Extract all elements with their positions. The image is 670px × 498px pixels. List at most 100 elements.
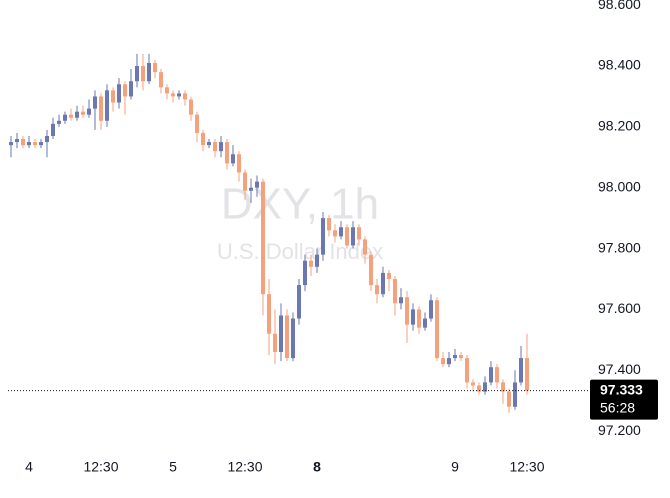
x-tick-label: 12:30 [83,459,118,475]
candle-body [255,181,259,188]
candle-body [225,142,229,164]
candle-body [423,318,427,328]
candle-body [63,114,67,121]
candle-body [189,99,193,115]
candle-body [285,315,289,359]
x-tick-label: 12:30 [227,459,262,475]
candle-body [321,218,325,255]
candle-body [399,297,403,304]
x-tick-label: 9 [451,459,459,475]
x-tick-label: 8 [313,459,321,475]
candle-body [195,114,199,133]
price-box [590,379,658,420]
candle-body [183,93,187,100]
candle-body [525,358,529,391]
candle-body [15,139,19,143]
candle-body [327,218,331,231]
candle-body [261,181,265,295]
candle-body [477,385,481,392]
candle-body [45,135,49,143]
candle-body [369,254,373,286]
y-tick-label: 97.800 [598,239,641,255]
countdown-label: 56:28 [600,399,635,415]
y-tick-label: 97.600 [598,300,641,316]
candle-body [105,90,109,121]
candle-body [141,66,145,82]
candle-body [351,227,355,246]
candle-body [51,123,55,136]
candle-body [483,382,487,392]
candle-body [345,227,349,246]
candle-body [291,318,295,359]
candle-body [297,285,301,319]
candle-body [93,96,97,109]
candle-body [219,142,223,152]
candle-body [267,294,271,334]
candle-body [381,272,385,295]
candle-body [513,382,517,407]
candle-body [213,142,217,152]
candle-body [81,111,85,115]
candle-body [207,142,211,146]
candle-body [459,355,463,359]
last-price-label: 97.333 [600,381,643,397]
candle-body [273,333,277,352]
candle-body [249,187,253,191]
candle-body [507,391,511,407]
candle-body [117,84,121,103]
candle-body [147,62,151,82]
candle-body [303,260,307,286]
candle-body [357,227,361,240]
candle-body [243,172,247,191]
candle-body [393,278,397,304]
candle-body [387,272,391,279]
candle-body [465,358,469,383]
candle-body [27,142,31,146]
y-tick-label: 98.200 [598,118,641,134]
x-tick-label: 4 [25,459,33,475]
candle-body [453,355,457,359]
candle-body [237,154,241,173]
candle-body [447,358,451,365]
candle-body [153,62,157,73]
candle-body [489,367,493,383]
y-tick-label: 98.600 [598,0,641,12]
candle-body [309,260,313,267]
candle-body [165,87,169,94]
y-tick-label: 98.400 [598,57,641,73]
y-tick-label: 98.000 [598,178,641,194]
candle-body [123,84,127,97]
candle-body [375,285,379,295]
candle-body [69,114,73,118]
candle-body [315,254,319,267]
candle-body [9,142,13,146]
candle-body [177,93,181,97]
x-tick-label: 12:30 [509,459,544,475]
candle-body [417,309,421,328]
candle-body [429,300,433,319]
candle-body [435,300,439,359]
candle-body [405,297,409,325]
watermark-name: U.S. Dollar Index [217,239,383,264]
candle-body [279,315,283,352]
candle-body [159,72,163,88]
candle-body [39,142,43,146]
watermark-symbol: DXY, 1h [221,180,379,229]
candle-body [495,367,499,383]
candle-body [339,227,343,237]
candle-body [99,96,103,121]
candle-body [471,382,475,386]
candle-body [363,239,367,255]
x-tick-label: 5 [169,459,177,475]
candle-body [129,81,133,97]
candle-body [33,142,37,146]
candle-body [21,139,25,146]
candle-body [501,382,505,392]
candle-body [411,309,415,325]
candle-body [231,154,235,164]
y-tick-label: 97.200 [598,422,641,438]
y-tick-label: 97.400 [598,361,641,377]
candle-body [135,66,139,82]
candle-body [333,230,337,237]
